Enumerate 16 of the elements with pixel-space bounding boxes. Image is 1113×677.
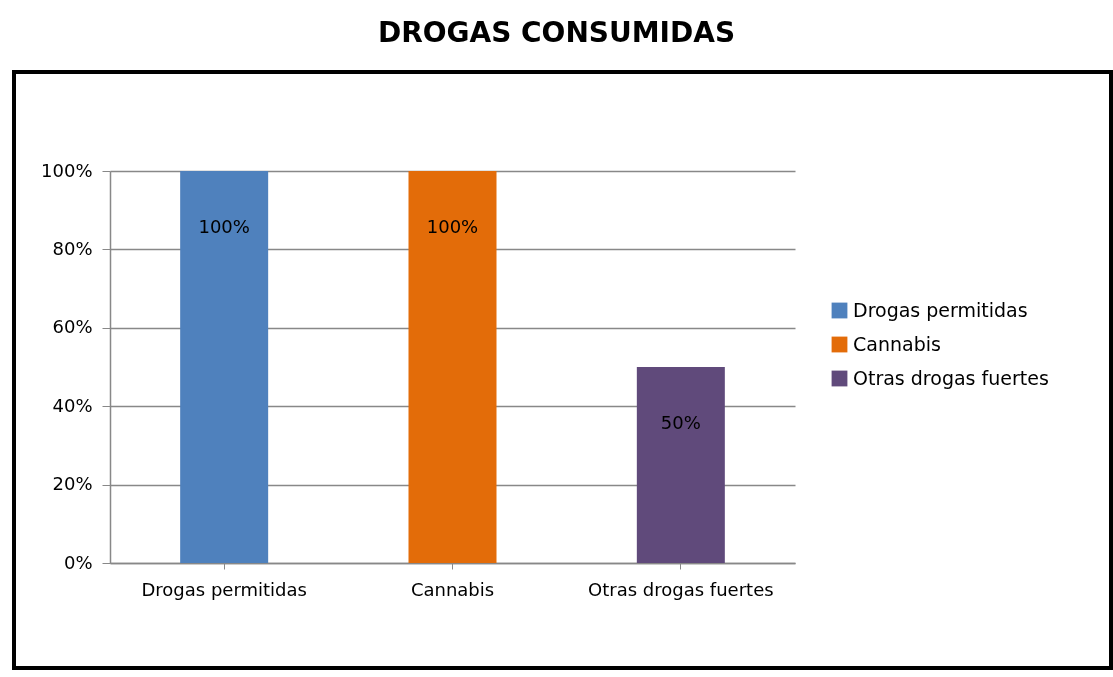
- y-tick-label: 80%: [52, 237, 93, 259]
- y-tick-label: 60%: [52, 316, 93, 338]
- y-tick-label: 40%: [52, 394, 93, 416]
- chart-title: DROGAS CONSUMIDAS: [376, 15, 737, 51]
- data-label: 50%: [660, 412, 701, 433]
- x-tick-label: Drogas permitidas: [141, 578, 307, 600]
- data-label: 100%: [426, 216, 479, 237]
- y-tick-label: 20%: [52, 473, 93, 495]
- legend-label: Otras drogas fuertes: [853, 366, 1049, 389]
- x-tick-label: Cannabis: [410, 578, 495, 600]
- y-tick-label: 100%: [41, 159, 93, 181]
- x-tick-label: Otras drogas fuertes: [588, 578, 774, 600]
- legend-label: Drogas permitidas: [853, 298, 1028, 321]
- y-tick-label: 0%: [63, 551, 93, 573]
- data-label: 100%: [198, 216, 250, 237]
- legend-label: Cannabis: [853, 332, 941, 355]
